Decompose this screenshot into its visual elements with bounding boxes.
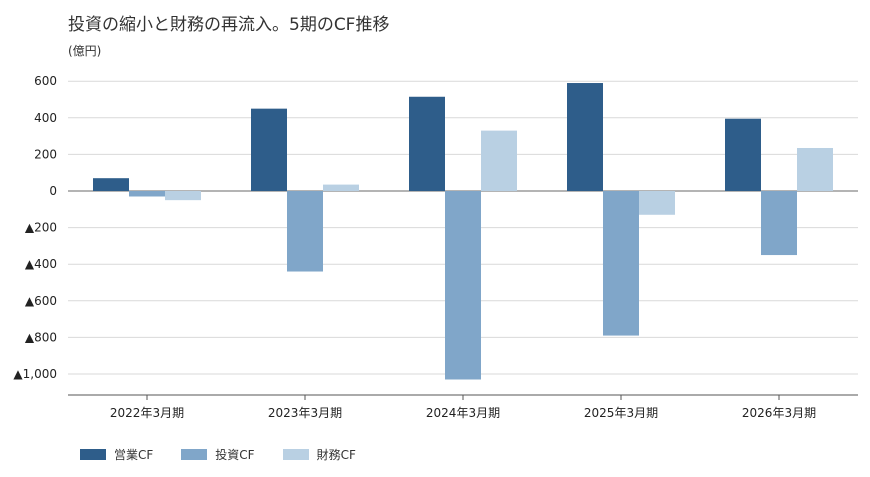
bar-operating — [567, 83, 603, 191]
legend-item: 投資CF — [181, 446, 255, 463]
x-tick-label: 2025年3月期 — [584, 406, 658, 420]
bar-investing — [761, 191, 797, 256]
y-tick-label: ▲200 — [25, 221, 57, 235]
x-tick-label: 2024年3月期 — [426, 406, 500, 420]
bar-financing — [639, 191, 675, 215]
legend: 営業CF 投資CF 財務CF — [80, 446, 356, 463]
bar-investing — [287, 191, 323, 272]
legend-swatch — [181, 449, 208, 460]
y-tick-label: ▲600 — [25, 294, 57, 308]
legend-item: 営業CF — [80, 446, 153, 463]
chart-title: 投資の縮小と財務の再流入。5期のCF推移 — [68, 15, 390, 35]
x-tick-label: 2026年3月期 — [742, 406, 816, 420]
y-tick-label: ▲1,000 — [13, 367, 57, 381]
bar-financing — [165, 191, 201, 201]
bars — [93, 83, 833, 380]
bar-investing — [445, 191, 481, 380]
bar-investing — [129, 191, 165, 197]
bar-financing — [797, 147, 833, 191]
bar-operating — [251, 108, 287, 191]
legend-label: 営業CF — [114, 448, 154, 462]
legend-swatch — [80, 449, 106, 460]
y-tick-label: 200 — [34, 147, 57, 161]
y-unit-label: (億円) — [68, 44, 102, 58]
y-tick-label: 600 — [34, 74, 57, 88]
bar-financing — [323, 184, 359, 191]
bar-operating — [725, 118, 761, 191]
x-tick-label: 2022年3月期 — [110, 406, 184, 420]
y-tick-labels: 600 400 200 0 ▲200 ▲400 ▲600 ▲800 ▲1,000 — [13, 74, 57, 381]
legend-label: 財務CF — [316, 448, 356, 462]
bar-operating — [409, 96, 445, 191]
legend-item: 財務CF — [282, 446, 356, 463]
bar-investing — [603, 191, 639, 336]
y-tick-label: 400 — [34, 111, 57, 125]
legend-label: 投資CF — [215, 448, 255, 462]
bar-financing — [481, 130, 517, 191]
x-tick-label: 2023年3月期 — [268, 406, 342, 420]
x-axis: 2022年3月期 2023年3月期 2024年3月期 2025年3月期 2026年3月期 — [68, 394, 858, 420]
y-tick-label: ▲400 — [25, 257, 57, 271]
legend-swatch — [282, 449, 309, 460]
y-tick-label: 0 — [49, 184, 57, 198]
bar-operating — [93, 178, 129, 191]
y-tick-label: ▲800 — [25, 330, 57, 344]
